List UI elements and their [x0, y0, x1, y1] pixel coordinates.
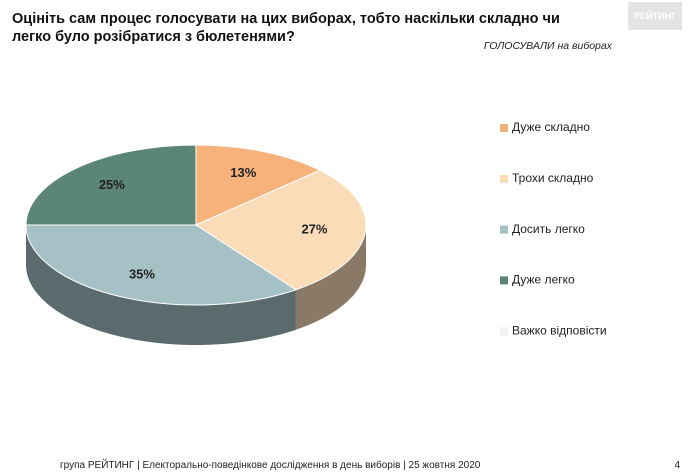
pie-slice: [194, 169, 367, 291]
data-label: 35%: [129, 266, 155, 281]
pie-slice-side: [26, 225, 296, 345]
legend-swatch: [500, 276, 508, 285]
page-number: 4: [674, 460, 680, 471]
legend-label: Досить легко: [512, 222, 585, 236]
legend-label: Важко відповісти: [512, 323, 607, 337]
legend-swatch: [500, 124, 508, 132]
legend-label: Дуже легко: [512, 273, 575, 287]
pie-slice: [25, 144, 197, 226]
data-label: 13%: [230, 165, 256, 180]
pie-slice-side: [295, 225, 366, 330]
chart-subtitle: ГОЛОСУВАЛИ на виборах: [483, 40, 612, 52]
legend-swatch: [500, 225, 508, 234]
logo: РЕЙТИНГ: [628, 2, 682, 30]
legend-label: Дуже складно: [512, 120, 590, 134]
legend-swatch: [500, 174, 508, 183]
data-label: 25%: [99, 177, 125, 192]
legend-swatch: [500, 327, 508, 336]
data-label: 27%: [301, 222, 327, 237]
pie-slice: [195, 144, 322, 226]
pie-slice: [25, 224, 298, 306]
chart-title: Оцініть сам процес голосувати на цих виб…: [12, 11, 560, 45]
legend-label: Трохи складно: [512, 171, 594, 185]
footer: група РЕЙТИНГ | Електорально-поведінкове…: [60, 460, 481, 471]
